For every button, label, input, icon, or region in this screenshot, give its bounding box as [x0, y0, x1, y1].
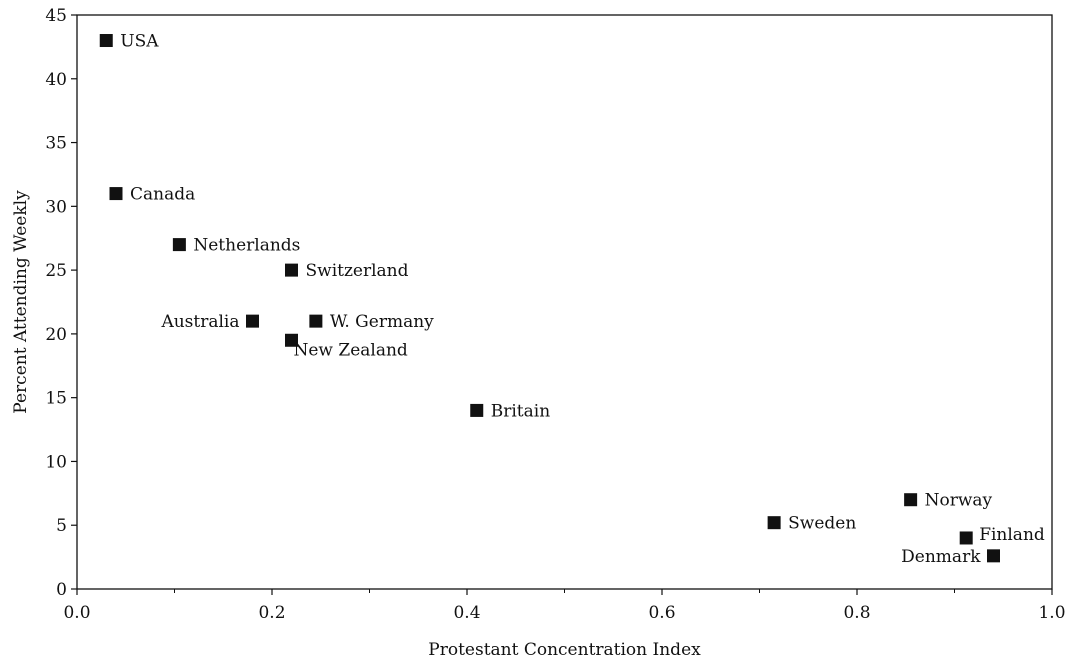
- point-label: Australia: [160, 312, 239, 332]
- y-tick-label: 0: [56, 580, 67, 600]
- y-axis: 0 5 10 15 20 25 30 35 40 45: [45, 6, 77, 600]
- y-tick-label: 30: [45, 197, 67, 217]
- point-label: Britain: [491, 401, 550, 421]
- x-tick-label: 0.8: [843, 603, 870, 623]
- data-point: [109, 187, 123, 201]
- y-tick-label: 40: [45, 70, 67, 90]
- x-tick-label: 1.0: [1038, 603, 1065, 623]
- point-label: Denmark: [901, 547, 981, 567]
- point-label: Sweden: [788, 514, 856, 534]
- data-point: [309, 314, 323, 328]
- y-tick-label: 25: [45, 261, 67, 281]
- data-point: [172, 238, 186, 252]
- x-tick-label: 0.4: [453, 603, 480, 623]
- data-point: [99, 34, 113, 48]
- y-tick-label: 35: [45, 134, 67, 154]
- x-axis: 0.0 0.2 0.4 0.6 0.8 1.0: [63, 589, 1066, 623]
- x-tick-label: 0.0: [63, 603, 90, 623]
- data-point: [246, 314, 259, 328]
- data-point: [987, 549, 1000, 563]
- x-tick-label: 0.2: [258, 603, 285, 623]
- x-axis-title: Protestant Concentration Index: [428, 640, 701, 660]
- data-point: [959, 531, 973, 545]
- data-point: [470, 403, 484, 417]
- data-points: USA Canada Netherlands Switzerland Australia…: [99, 32, 1045, 567]
- y-tick-label: 20: [45, 325, 67, 345]
- data-point: [285, 333, 298, 347]
- data-point: [767, 516, 781, 530]
- y-tick-label: 15: [45, 389, 67, 409]
- point-label: Canada: [130, 185, 195, 205]
- point-label: USA: [120, 32, 159, 52]
- y-tick-label: 45: [45, 6, 67, 26]
- point-label: W. Germany: [330, 312, 434, 332]
- point-label: New Zealand: [294, 340, 408, 360]
- data-point: [285, 263, 298, 277]
- y-axis-title: Percent Attending Weekly: [11, 190, 31, 414]
- point-label: Netherlands: [193, 236, 300, 256]
- data-point: [904, 493, 918, 507]
- x-tick-label: 0.6: [648, 603, 675, 623]
- point-label: Norway: [925, 491, 993, 511]
- y-tick-label: 10: [45, 452, 67, 472]
- y-tick-label: 5: [56, 516, 67, 536]
- point-label: Finland: [979, 525, 1045, 545]
- point-label: Switzerland: [306, 261, 409, 281]
